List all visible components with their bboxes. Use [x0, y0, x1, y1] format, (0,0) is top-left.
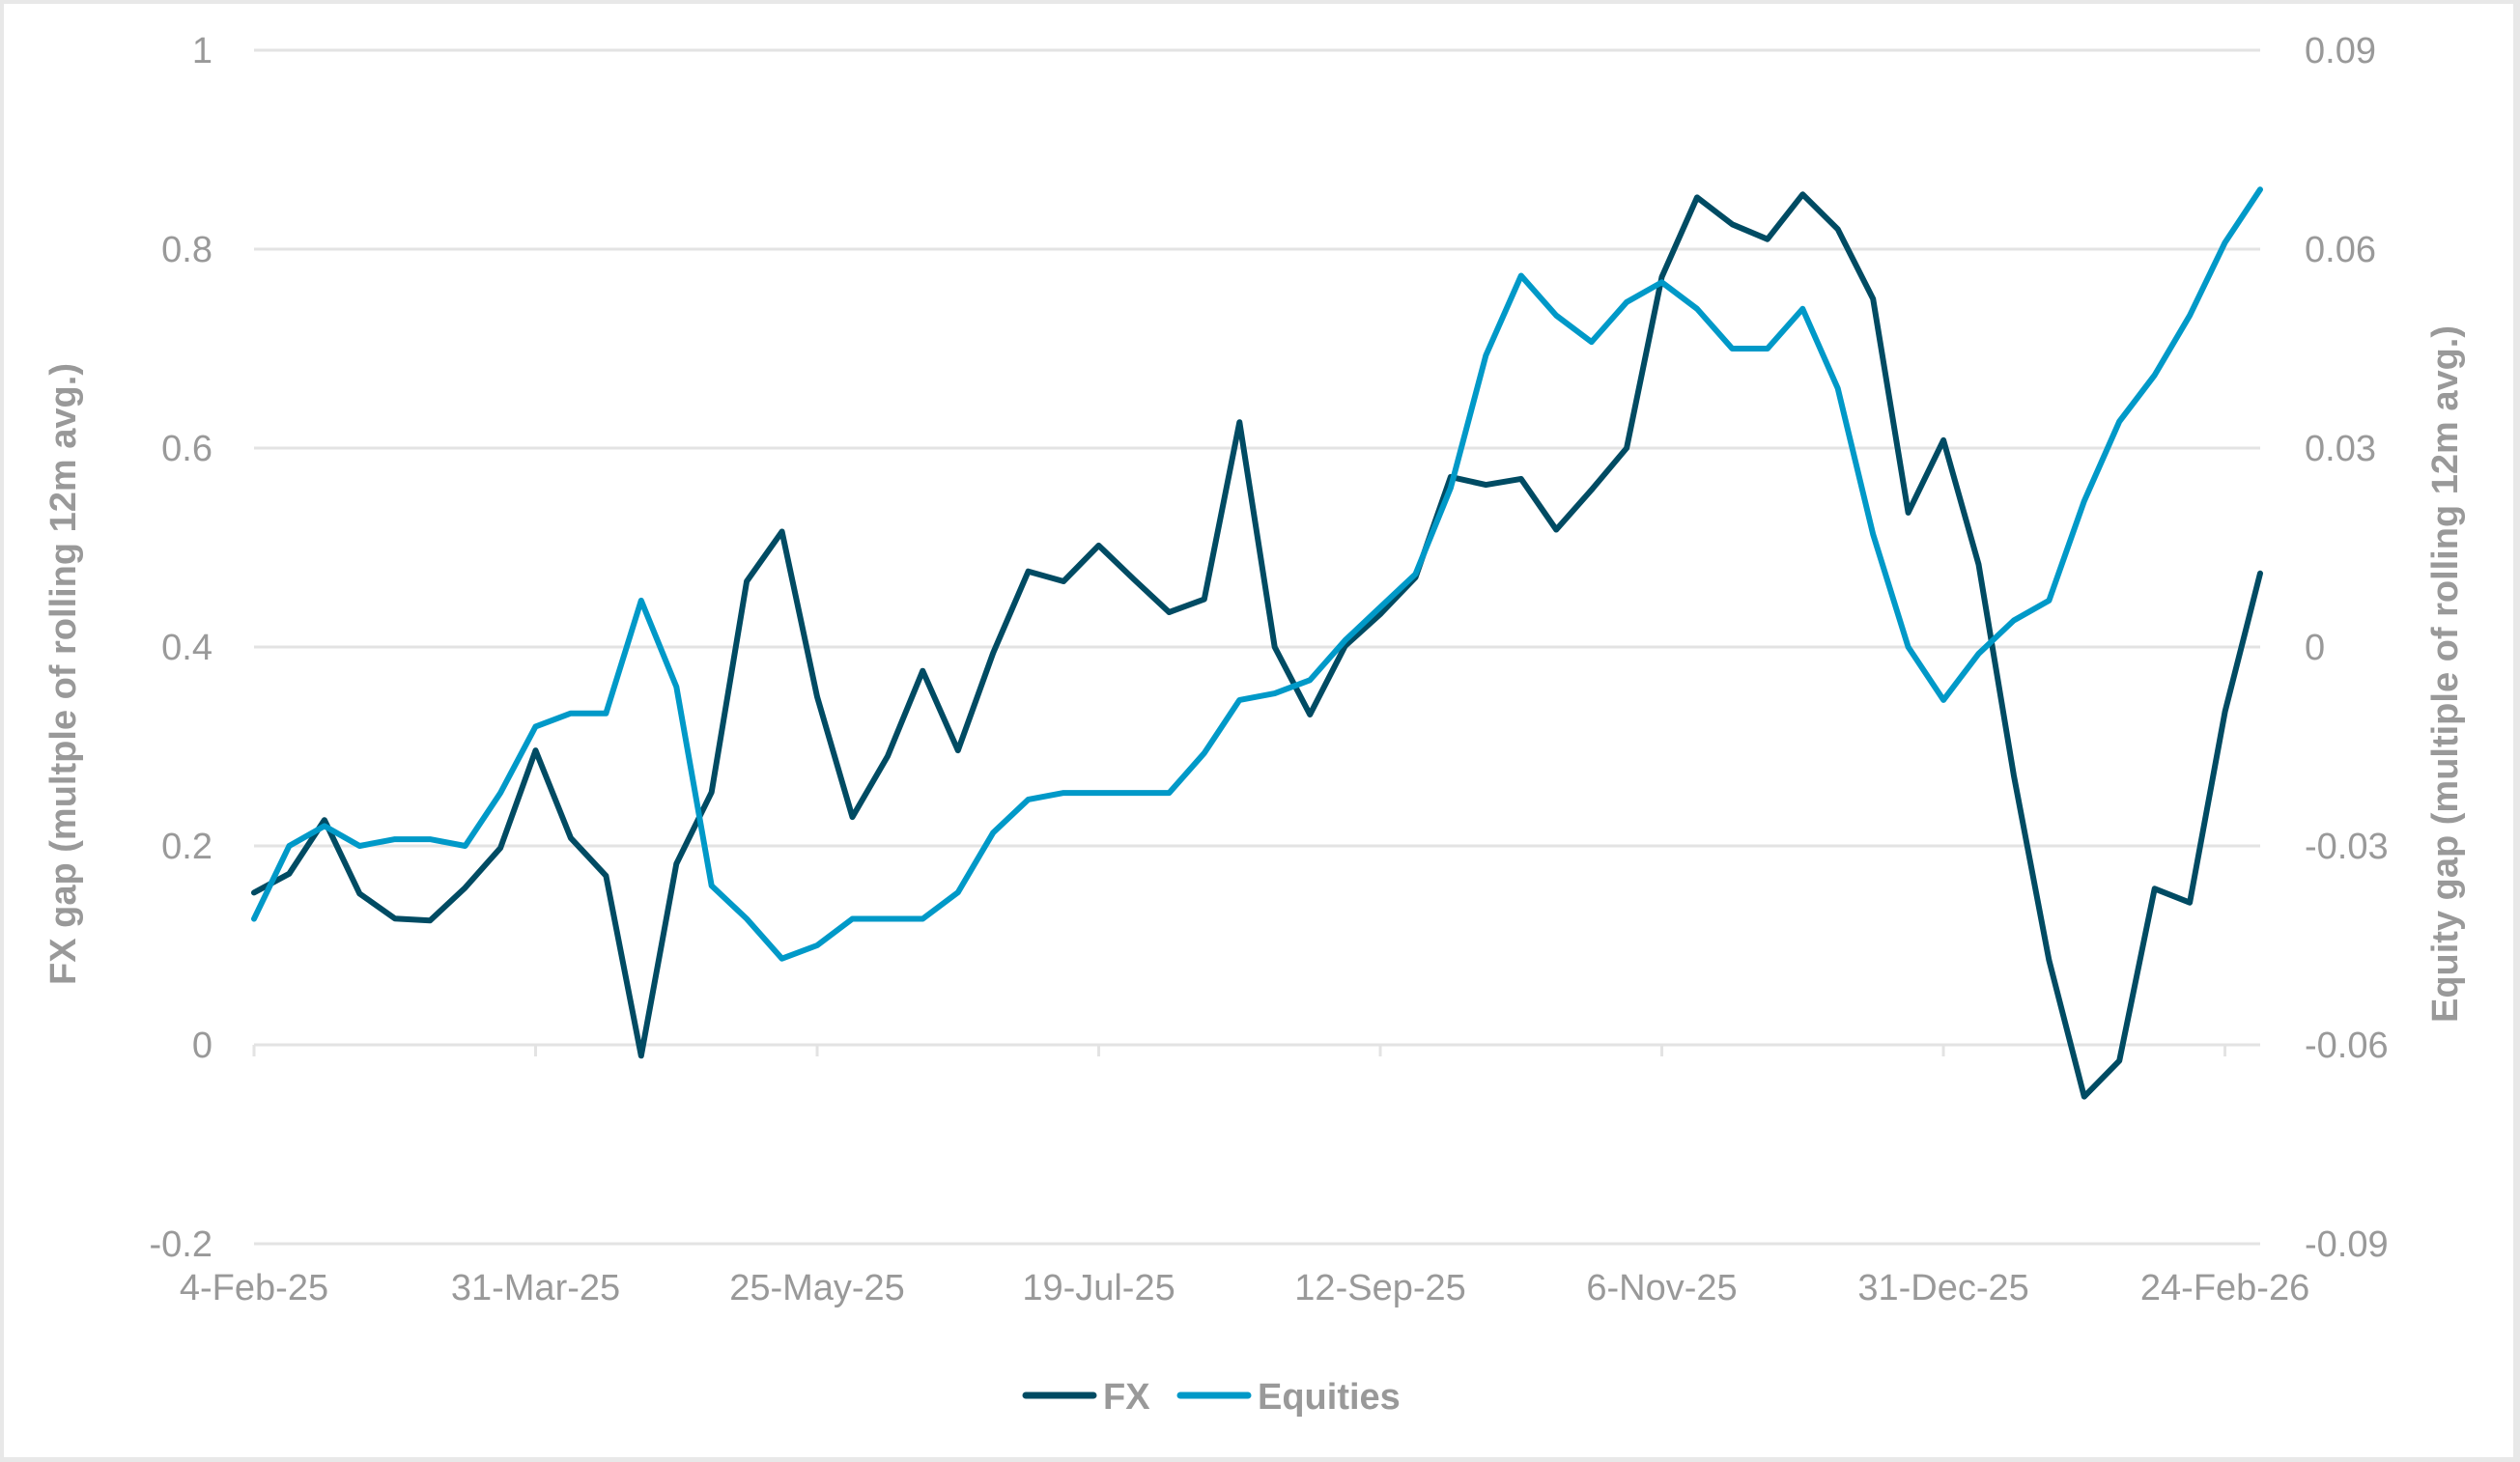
legend: FX Equities	[1022, 1377, 1401, 1418]
right-tick-label: 0.06	[2305, 230, 2376, 270]
x-tick-label: 19-Jul-25	[1022, 1268, 1175, 1308]
left-axis-ticks: 1 0.8 0.6 0.4 0.2 0 -0.2	[150, 31, 212, 1265]
x-tick-label: 24-Feb-26	[2140, 1268, 2309, 1308]
series-lines	[251, 186, 2263, 1100]
x-axis-ticks: 4-Feb-25 31-Mar-25 25-May-25 19-Jul-25 12-Se…	[180, 1045, 2309, 1308]
right-tick-label: 0	[2305, 628, 2325, 668]
left-tick-label: 0	[192, 1026, 212, 1066]
right-tick-label: -0.06	[2305, 1026, 2389, 1066]
x-tick-label: 6-Nov-25	[1586, 1268, 1737, 1308]
right-tick-label: -0.09	[2305, 1224, 2389, 1265]
legend-label-equities: Equities	[1258, 1377, 1401, 1418]
right-axis-title: Equity gap (multiple of rolling 12m avg.…	[2425, 325, 2466, 1023]
left-tick-label: -0.2	[150, 1224, 212, 1265]
series-line-fx	[251, 191, 2263, 1100]
series-line-equities	[251, 186, 2263, 962]
left-tick-label: 0.8	[161, 230, 212, 270]
x-tick-label: 25-May-25	[729, 1268, 905, 1308]
x-tick-label: 4-Feb-25	[180, 1268, 328, 1308]
x-tick-label: 12-Sep-25	[1294, 1268, 1465, 1308]
left-tick-label: 0.4	[161, 628, 212, 668]
right-tick-label: 0.03	[2305, 429, 2376, 469]
line-chart: 1 0.8 0.6 0.4 0.2 0 -0.2 0.09 0.06 0.03 0 -0.03 -0.…	[43, 31, 2466, 1418]
left-axis-title: FX gap (multple of rolling 12m avg.)	[43, 363, 84, 985]
left-tick-label: 0.2	[161, 827, 212, 867]
left-tick-label: 0.6	[161, 429, 212, 469]
legend-label-fx: FX	[1103, 1377, 1150, 1418]
right-axis-ticks: 0.09 0.06 0.03 0 -0.03 -0.06 -0.09	[2305, 31, 2389, 1265]
x-tick-label: 31-Mar-25	[451, 1268, 620, 1308]
right-tick-label: 0.09	[2305, 31, 2376, 71]
chart-frame: 1 0.8 0.6 0.4 0.2 0 -0.2 0.09 0.06 0.03 0 -0.03 -0.…	[4, 4, 2513, 1457]
left-tick-label: 1	[192, 31, 212, 71]
right-tick-label: -0.03	[2305, 827, 2389, 867]
x-tick-label: 31-Dec-25	[1857, 1268, 2028, 1308]
gridlines	[254, 48, 2260, 1246]
